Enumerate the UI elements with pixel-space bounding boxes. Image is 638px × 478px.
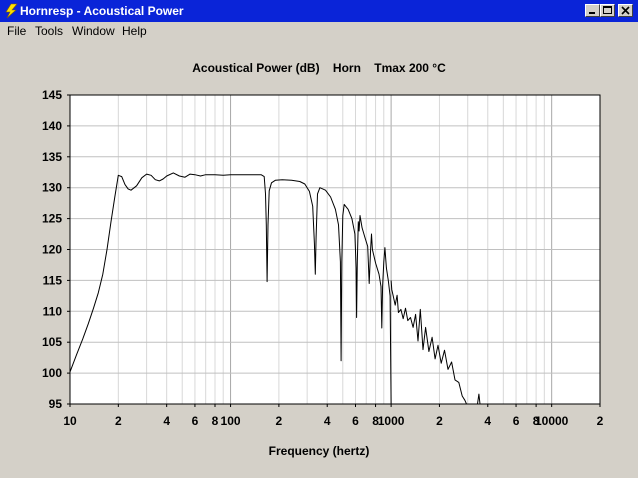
y-tick-label: 120 (42, 243, 62, 257)
x-tick-label: 1000 (378, 414, 405, 428)
x-tick-label: 8 (212, 414, 219, 428)
minimize-button[interactable] (585, 4, 600, 17)
y-tick-label: 135 (42, 150, 62, 164)
maximize-icon (603, 6, 612, 14)
chart-title: Acoustical Power (dB) Horn Tmax 200 °C (192, 61, 446, 75)
y-tick-label: 130 (42, 181, 62, 195)
menu-window[interactable]: Window (72, 24, 115, 38)
x-tick-label: 4 (163, 414, 170, 428)
y-tick-label: 100 (42, 366, 62, 380)
menu-file[interactable]: File (7, 24, 27, 38)
x-tick-label: 10 (63, 414, 77, 428)
menu-tools[interactable]: Tools (35, 24, 64, 38)
x-tick-label: 8 (533, 414, 540, 428)
x-tick-label: 2 (436, 414, 443, 428)
window-title: Hornresp - Acoustical Power (20, 4, 184, 18)
lightning-bolt-icon (5, 3, 18, 19)
menu-bar: File Tools Window Help (0, 22, 638, 41)
close-icon (621, 6, 630, 15)
x-tick-label: 2 (597, 414, 604, 428)
y-tick-label: 110 (43, 304, 63, 318)
y-tick-label: 105 (42, 335, 62, 349)
power-curve-segment (390, 280, 467, 404)
y-tick-label: 95 (49, 397, 63, 411)
power-curve-segment (70, 172, 392, 404)
x-tick-label: 4 (324, 414, 331, 428)
x-tick-label: 6 (513, 414, 520, 428)
x-tick-label: 4 (484, 414, 491, 428)
y-tick-label: 115 (43, 273, 63, 287)
close-button[interactable] (618, 4, 633, 17)
x-tick-label: 8 (372, 414, 379, 428)
title-bar[interactable]: Hornresp - Acoustical Power (0, 0, 638, 22)
x-tick-label: 10000 (535, 414, 569, 428)
power-curve-segment (477, 393, 481, 404)
y-tick-label: 125 (42, 212, 62, 226)
y-tick-label: 145 (42, 88, 62, 102)
y-tick-label: 140 (42, 119, 62, 133)
x-tick-label: 6 (352, 414, 359, 428)
menu-help[interactable]: Help (122, 24, 147, 38)
x-tick-label: 2 (115, 414, 122, 428)
x-tick-label: 100 (221, 414, 241, 428)
maximize-button[interactable] (600, 4, 615, 17)
x-tick-label: 2 (276, 414, 283, 428)
x-axis-label: Frequency (hertz) (268, 444, 370, 458)
x-tick-label: 6 (192, 414, 199, 428)
minimize-icon (589, 12, 595, 14)
